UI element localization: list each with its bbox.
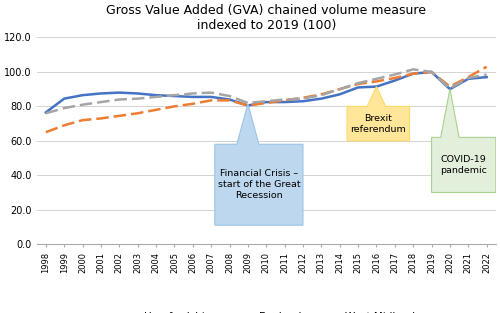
Herefordshire (410, 72, 416, 75)
Line: Herefordshire: Herefordshire (46, 72, 486, 112)
Herefordshire (208, 95, 214, 99)
England (466, 75, 471, 79)
Herefordshire (374, 85, 380, 89)
England (355, 82, 361, 86)
Herefordshire (282, 100, 288, 104)
Herefordshire (245, 104, 251, 107)
Herefordshire (190, 95, 196, 99)
Herefordshire (355, 85, 361, 89)
West Midlands (392, 73, 398, 76)
Herefordshire (428, 70, 434, 74)
Herefordshire (226, 98, 232, 101)
Herefordshire (392, 79, 398, 82)
England (374, 80, 380, 83)
England (318, 92, 324, 96)
Text: Brexit
referendum: Brexit referendum (350, 114, 406, 134)
West Midlands (484, 73, 490, 76)
Herefordshire (318, 97, 324, 100)
West Midlands (300, 97, 306, 100)
Herefordshire (447, 87, 453, 91)
West Midlands (226, 94, 232, 98)
West Midlands (318, 93, 324, 97)
West Midlands (153, 95, 159, 99)
England (245, 104, 251, 107)
Text: Financial Crisis –
start of the Great
Recession: Financial Crisis – start of the Great Re… (218, 169, 300, 200)
Herefordshire (172, 94, 177, 98)
England (172, 105, 177, 108)
Herefordshire (61, 97, 67, 100)
Polygon shape (347, 87, 410, 141)
England (336, 87, 342, 91)
Title: Gross Value Added (GVA) chained volume measure
indexed to 2019 (100): Gross Value Added (GVA) chained volume m… (106, 4, 426, 32)
Herefordshire (80, 93, 86, 97)
West Midlands (245, 101, 251, 105)
West Midlands (410, 68, 416, 71)
West Midlands (208, 91, 214, 95)
West Midlands (43, 111, 49, 115)
Herefordshire (336, 92, 342, 96)
West Midlands (355, 81, 361, 85)
Herefordshire (466, 77, 471, 81)
Herefordshire (153, 93, 159, 97)
England (80, 118, 86, 122)
Polygon shape (215, 104, 303, 225)
England (226, 99, 232, 102)
West Midlands (428, 70, 434, 74)
England (190, 102, 196, 106)
West Midlands (190, 92, 196, 95)
England (428, 70, 434, 74)
Text: COVID-19
pandemic: COVID-19 pandemic (440, 155, 487, 175)
England (392, 76, 398, 80)
Polygon shape (432, 89, 496, 192)
Herefordshire (300, 99, 306, 103)
England (300, 96, 306, 100)
England (484, 65, 490, 69)
England (116, 114, 122, 118)
West Midlands (172, 93, 177, 97)
England (263, 101, 269, 105)
England (282, 99, 288, 102)
West Midlands (374, 77, 380, 81)
Line: West Midlands: West Midlands (46, 69, 486, 113)
West Midlands (466, 76, 471, 80)
England (208, 99, 214, 102)
England (43, 130, 49, 134)
England (447, 85, 453, 89)
West Midlands (98, 100, 104, 104)
West Midlands (282, 98, 288, 101)
West Midlands (447, 86, 453, 90)
West Midlands (61, 106, 67, 110)
Herefordshire (484, 75, 490, 79)
England (153, 108, 159, 112)
West Midlands (263, 99, 269, 103)
Herefordshire (116, 91, 122, 95)
West Midlands (336, 87, 342, 91)
England (410, 72, 416, 75)
England (134, 111, 140, 115)
Herefordshire (98, 92, 104, 95)
Herefordshire (43, 110, 49, 114)
Line: England: England (46, 67, 486, 132)
Herefordshire (134, 92, 140, 95)
West Midlands (116, 98, 122, 101)
England (61, 123, 67, 127)
West Midlands (80, 103, 86, 106)
West Midlands (134, 97, 140, 100)
Legend: Herefordshire, England, West Midlands: Herefordshire, England, West Midlands (108, 307, 424, 313)
England (98, 116, 104, 120)
Herefordshire (263, 100, 269, 104)
